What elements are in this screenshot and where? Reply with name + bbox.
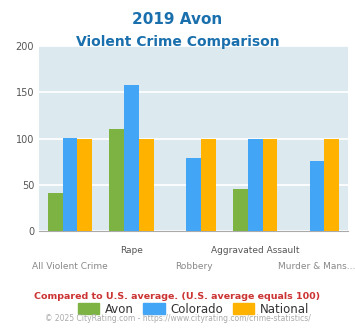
Text: Violent Crime Comparison: Violent Crime Comparison — [76, 35, 279, 49]
Bar — [233, 189, 248, 231]
Text: Compared to U.S. average. (U.S. average equals 100): Compared to U.S. average. (U.S. average … — [34, 292, 321, 301]
Text: 2019 Avon: 2019 Avon — [132, 12, 223, 26]
Text: Rape: Rape — [120, 246, 143, 255]
Text: © 2025 CityRating.com - https://www.cityrating.com/crime-statistics/: © 2025 CityRating.com - https://www.city… — [45, 314, 310, 323]
Text: Murder & Mans...: Murder & Mans... — [278, 262, 355, 271]
Bar — [310, 161, 324, 231]
Bar — [186, 158, 201, 231]
Bar — [248, 139, 263, 231]
Bar — [109, 129, 124, 231]
Bar — [263, 139, 278, 231]
Text: Robbery: Robbery — [175, 262, 212, 271]
Bar — [201, 139, 216, 231]
Bar — [48, 193, 62, 231]
Bar — [62, 138, 77, 231]
Legend: Avon, Colorado, National: Avon, Colorado, National — [73, 298, 314, 320]
Bar — [139, 139, 154, 231]
Text: All Violent Crime: All Violent Crime — [32, 262, 108, 271]
Bar — [324, 139, 339, 231]
Text: Aggravated Assault: Aggravated Assault — [211, 246, 300, 255]
Bar — [124, 85, 139, 231]
Bar — [77, 139, 92, 231]
